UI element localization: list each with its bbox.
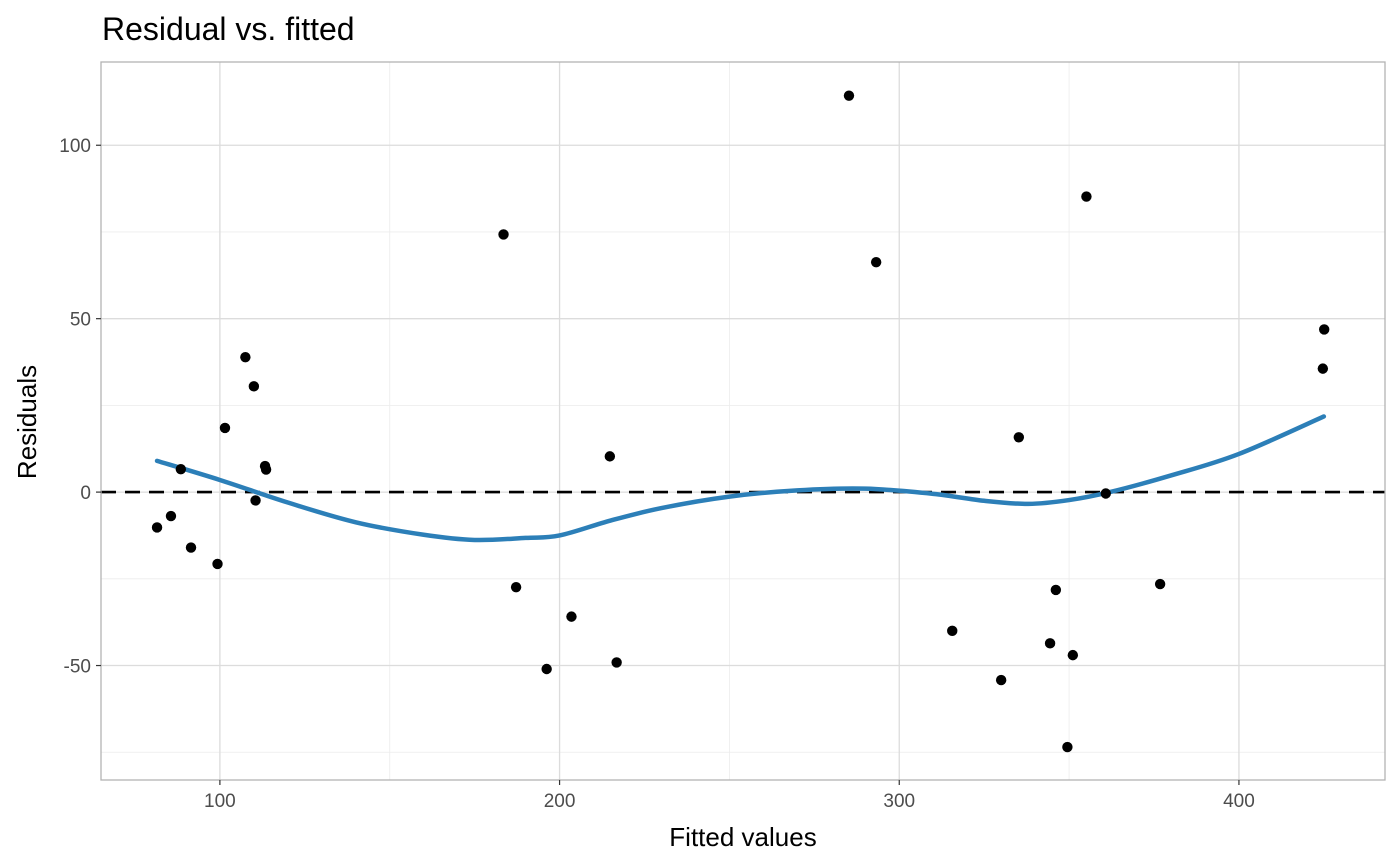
panel-border [100,61,1386,781]
data-point [212,558,223,570]
data-point [151,522,163,533]
data-point [498,229,509,240]
data-point [541,663,552,675]
data-point [240,351,251,363]
x-axis-title: Fitted values [669,822,816,852]
data-point [510,581,522,593]
data-point [1318,324,1330,335]
grid [101,62,1385,780]
data-point [611,657,622,668]
data-point [604,451,616,462]
data-point [1044,638,1056,649]
x-tick-label: 100 [204,791,236,812]
x-axis-ticks: 100 200 300 400 [204,780,1255,812]
y-axis-ticks: -50 0 50 100 [59,136,101,678]
data-point [260,464,272,475]
x-tick-label: 300 [883,791,915,812]
y-tick-label: 50 [70,310,91,331]
data-point [1100,488,1111,499]
data-point [185,542,197,553]
data-point [250,495,261,506]
data-point [175,464,187,475]
data-point [165,510,177,522]
y-tick-label: 0 [80,483,91,504]
data-point [248,381,260,392]
data-point [1317,363,1329,374]
y-tick-label: 100 [59,136,91,157]
data-point [1081,191,1092,202]
data-point [1067,649,1079,661]
data-point [870,256,882,268]
data-point [947,625,958,637]
data-point [1062,741,1073,753]
data-point [843,90,855,101]
y-tick-label: -50 [64,657,91,678]
scatter-points [151,90,1330,753]
smooth-trend-line [154,414,1327,543]
data-point [219,422,231,434]
y-axis-title: Residuals [12,365,42,479]
data-point [995,674,1007,686]
data-point [1154,578,1166,590]
data-point [1050,584,1062,596]
data-point [566,611,577,622]
chart-title: Residual vs. fitted [102,11,355,47]
x-tick-label: 200 [544,791,576,812]
x-tick-label: 400 [1223,791,1255,812]
data-point [1013,432,1025,443]
